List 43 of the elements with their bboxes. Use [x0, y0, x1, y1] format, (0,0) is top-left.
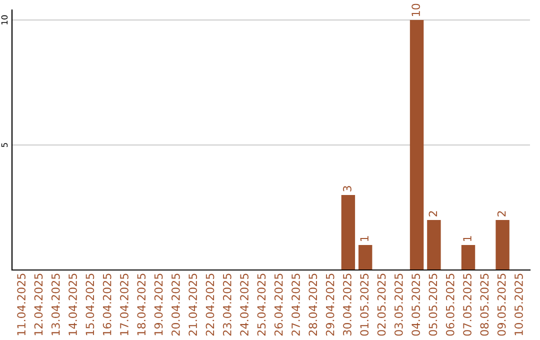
x-tick-label: 04.05.2025	[412, 274, 420, 336]
data-label: 2	[428, 211, 438, 216]
x-tick-label: 09.05.2025	[497, 274, 506, 336]
bar	[410, 20, 424, 270]
x-tick-label: 17.04.2025	[120, 274, 128, 336]
x-tick-label: 08.05.2025	[480, 274, 489, 336]
x-tick-label: 14.04.2025	[68, 274, 77, 336]
x-tick-label: 15.04.2025	[86, 274, 94, 336]
x-tick-label: 29.04.2025	[326, 274, 334, 336]
x-tick-label: 30.04.2025	[343, 274, 352, 336]
data-label: 1	[463, 236, 472, 241]
data-label: 1	[360, 236, 368, 241]
x-tick-label: 03.05.2025	[394, 274, 403, 336]
x-tick-label: 23.04.2025	[222, 274, 232, 336]
x-tick-label: 10.05.2025	[514, 274, 523, 336]
x-tick-label: 02.05.2025	[377, 274, 386, 336]
bar	[341, 195, 356, 270]
bar	[496, 220, 510, 270]
x-tick-label: 19.04.2025	[154, 274, 163, 336]
x-tick-label: 16.04.2025	[102, 274, 112, 336]
x-tick-label: 01.05.2025	[360, 274, 369, 336]
data-label: 3	[343, 186, 352, 192]
data-label: 10	[412, 4, 420, 16]
x-tick-label: 06.05.2025	[446, 274, 454, 336]
y-tick-label: 5	[1, 143, 8, 148]
x-tick-label: 26.04.2025	[274, 274, 283, 336]
bar	[358, 245, 372, 270]
x-tick-label: 28.04.2025	[308, 274, 318, 336]
data-label: 2	[497, 211, 506, 216]
x-tick-label: 22.04.2025	[206, 274, 214, 336]
x-tick-label: 12.04.2025	[34, 274, 43, 336]
x-tick-label: 27.04.2025	[292, 274, 300, 336]
x-tick-label: 18.04.2025	[137, 274, 146, 336]
x-tick-label: 07.05.2025	[463, 274, 472, 336]
x-tick-label: 21.04.2025	[188, 274, 198, 336]
x-tick-label: 25.04.2025	[257, 274, 266, 336]
x-tick-label: 24.04.2025	[240, 274, 248, 336]
bar	[427, 220, 441, 270]
x-tick-label: 11.04.2025	[17, 274, 26, 336]
x-tick-label: 05.05.2025	[428, 274, 438, 336]
x-tick-label: 13.04.2025	[51, 274, 60, 336]
x-tick-label: 20.04.2025	[171, 274, 180, 336]
bar	[461, 245, 476, 270]
